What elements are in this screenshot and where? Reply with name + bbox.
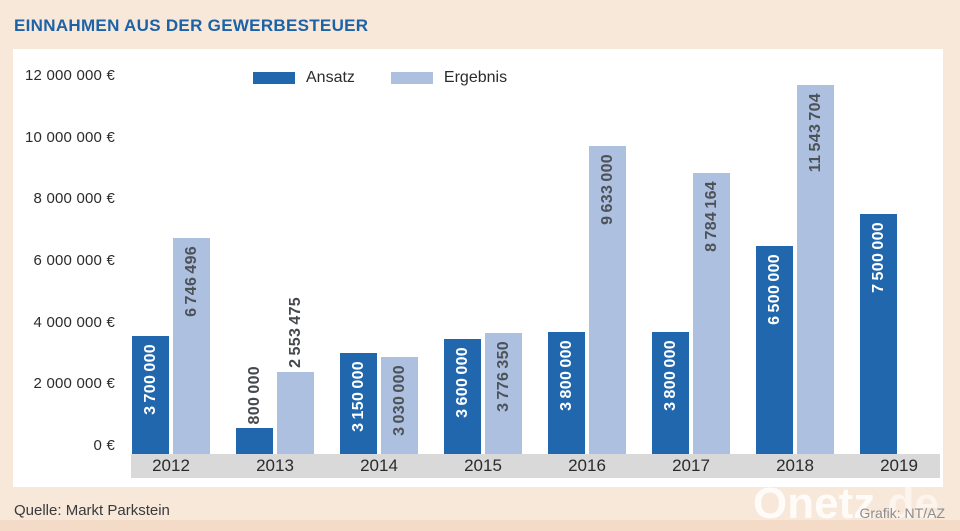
bar-ergebnis-2012: 6 746 496 <box>173 238 210 454</box>
bar-ansatz-2014: 3 150 000 <box>340 353 377 454</box>
bar-value-label: 6 500 000 <box>765 254 783 325</box>
year-label-2017: 2017 <box>672 456 710 475</box>
bar-ansatz-2016: 3 800 000 <box>548 332 585 454</box>
year-label-2012: 2012 <box>152 456 190 475</box>
bar-ansatz-2012: 3 700 000 <box>132 335 169 454</box>
bar-ansatz-2019: 7 500 000 <box>860 214 897 454</box>
y-tick-0: 0 € <box>93 437 115 454</box>
watermark-suffix: .de <box>875 479 939 528</box>
legend-label-ergebnis: Ergebnis <box>443 69 508 86</box>
y-tick-10000000: 10 000 000 € <box>25 128 115 146</box>
bar-value-label: 3 800 000 <box>557 340 575 412</box>
source-credit: Quelle: Markt Parkstein <box>14 502 170 519</box>
legend-item-ergebnis: Ergebnis <box>390 69 508 87</box>
bar-value-label: 2 553 475 <box>286 297 304 369</box>
bar-ergebnis-2017: 8 784 164 <box>693 172 730 454</box>
bar-ergebnis-2016: 9 633 000 <box>589 145 626 454</box>
chart-panel: Ansatz Ergebnis 12 000 000 € 10 000 000 €… <box>13 49 943 487</box>
year-label-2019: 2019 <box>880 456 918 475</box>
legend-item-ansatz: Ansatz <box>253 69 355 87</box>
bar-ergebnis-2015: 3 776 350 <box>485 333 522 454</box>
bar-ergebnis-2013: 2 553 475 <box>277 297 314 454</box>
bar-value-label: 6 746 496 <box>182 246 200 317</box>
y-tick-4000000: 4 000 000 € <box>33 313 115 331</box>
y-tick-2000000: 2 000 000 € <box>33 375 115 393</box>
watermark-main: Onetz <box>753 479 876 528</box>
y-tick-12000000: 12 000 000 € <box>25 66 115 84</box>
bar-ansatz-2017: 3 800 000 <box>652 332 689 454</box>
bar-value-label: 3 800 000 <box>661 340 679 412</box>
graphic-credit: Grafik: NT/AZ <box>859 505 945 521</box>
legend-label-ansatz: Ansatz <box>306 69 355 86</box>
bar-value-label: 3 150 000 <box>349 361 367 433</box>
bar-value-label: 3 030 000 <box>390 365 408 436</box>
x-axis-band: 2012 2013 2014 2015 2016 2017 2018 2019 <box>131 454 940 478</box>
bar-ergebnis-2018: 11 543 704 <box>797 84 834 454</box>
bar-value-label: 11 543 704 <box>806 92 824 172</box>
bar-value-label: 7 500 000 <box>869 222 887 293</box>
y-tick-6000000: 6 000 000 € <box>33 251 115 269</box>
bar-value-label: 9 633 000 <box>598 153 616 225</box>
bar-value-label: 3 700 000 <box>141 343 159 415</box>
bar-ergebnis-2014: 3 030 000 <box>381 357 418 454</box>
year-label-2015: 2015 <box>464 456 502 475</box>
bar-value-label: 3 600 000 <box>453 346 471 418</box>
page-title: EINNAHMEN AUS DER GEWERBESTEUER <box>14 16 369 35</box>
watermark-logo: Onetz.de <box>753 479 939 529</box>
year-label-2018: 2018 <box>776 456 814 475</box>
ansatz-swatch-icon <box>253 72 295 84</box>
chart-legend: Ansatz Ergebnis <box>253 69 543 87</box>
bar-ansatz-2018: 6 500 000 <box>756 246 793 454</box>
bar-value-label: 3 776 350 <box>494 341 512 413</box>
year-label-2014: 2014 <box>360 456 398 475</box>
ergebnis-swatch-icon <box>390 72 433 84</box>
year-label-2016: 2016 <box>568 456 606 475</box>
bottom-strip <box>0 520 960 531</box>
bar-ansatz-2013: 800 000 <box>236 366 273 454</box>
bar-value-label: 800 000 <box>245 365 263 425</box>
bar-value-label: 8 784 164 <box>702 180 720 252</box>
bar-ansatz-2015: 3 600 000 <box>444 338 481 454</box>
y-tick-8000000: 8 000 000 € <box>33 190 115 208</box>
year-label-2013: 2013 <box>256 456 294 475</box>
